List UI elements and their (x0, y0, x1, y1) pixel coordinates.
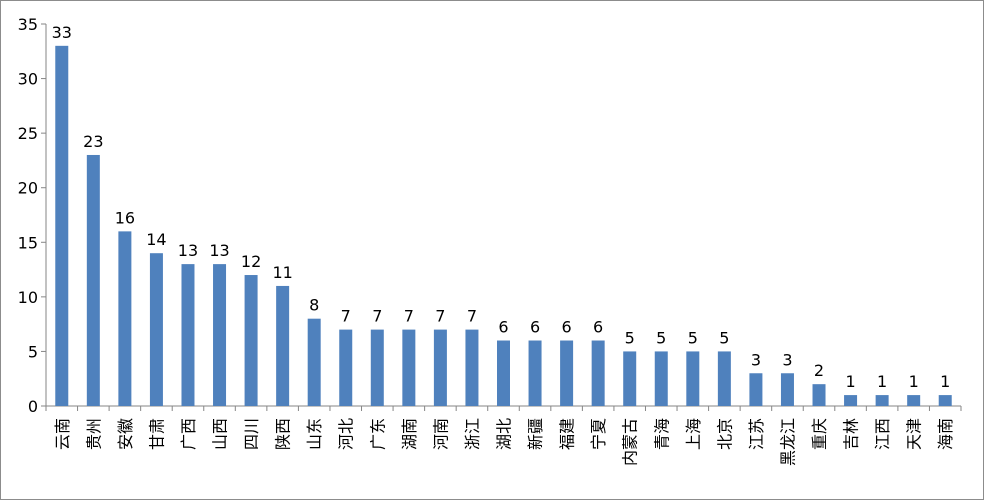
bar (244, 275, 258, 406)
bar (433, 329, 447, 406)
y-tick-label: 30 (18, 70, 38, 89)
data-label: 12 (241, 252, 261, 271)
bar (307, 318, 321, 406)
data-label: 1 (909, 372, 919, 391)
bar (528, 340, 542, 406)
category-label: 江西 (873, 418, 892, 450)
bar (938, 395, 952, 406)
data-label: 3 (751, 350, 761, 369)
bar (276, 285, 290, 406)
data-label: 7 (341, 307, 351, 326)
data-label: 6 (593, 318, 603, 337)
data-label: 2 (814, 361, 824, 380)
category-label: 天津 (905, 418, 924, 450)
category-label: 浙江 (463, 418, 482, 450)
data-label: 1 (877, 372, 887, 391)
category-label: 福建 (558, 418, 577, 450)
data-label: 6 (530, 318, 540, 337)
bar (749, 373, 763, 406)
category-label: 贵州 (84, 418, 103, 450)
category-label: 江苏 (747, 418, 766, 450)
bar (717, 351, 731, 406)
bar (55, 45, 69, 406)
bar (497, 340, 510, 406)
bar (339, 329, 353, 406)
bar (402, 329, 416, 406)
data-label: 11 (272, 263, 292, 282)
category-label: 海南 (936, 418, 955, 450)
data-label: 23 (83, 132, 103, 151)
bar (370, 329, 384, 406)
category-label: 重庆 (810, 418, 829, 450)
category-label: 安徽 (116, 418, 135, 450)
y-tick-label: 25 (18, 124, 38, 143)
category-label: 上海 (684, 418, 703, 450)
data-label: 7 (404, 307, 414, 326)
category-label: 宁夏 (589, 418, 608, 450)
bar (213, 264, 227, 406)
data-label: 5 (656, 328, 666, 347)
category-label: 河南 (431, 418, 450, 450)
data-label: 8 (309, 296, 319, 315)
category-label: 四川 (242, 418, 261, 450)
category-label: 广西 (179, 418, 198, 450)
category-label: 青海 (652, 418, 671, 450)
category-label: 内蒙古 (621, 418, 640, 466)
y-tick-label: 15 (18, 233, 38, 252)
data-label: 6 (498, 318, 508, 337)
bar (560, 340, 574, 406)
data-label: 1 (940, 372, 950, 391)
bar (686, 351, 700, 406)
category-label: 陕西 (274, 418, 293, 450)
category-label: 甘肃 (147, 418, 166, 450)
category-label: 山东 (305, 418, 324, 450)
data-label: 16 (115, 208, 135, 227)
category-label: 山西 (211, 418, 230, 450)
bar (780, 373, 794, 406)
category-label: 河北 (337, 418, 356, 450)
bar (181, 264, 195, 406)
bar (465, 329, 479, 406)
bar (812, 384, 826, 406)
data-label: 13 (178, 241, 198, 260)
y-tick-label: 10 (18, 288, 38, 307)
bar (907, 395, 921, 406)
data-label: 33 (52, 23, 72, 42)
bar (118, 231, 132, 406)
data-label: 6 (562, 318, 572, 337)
data-label: 5 (719, 328, 729, 347)
category-label: 黑龙江 (778, 418, 797, 466)
data-label: 7 (467, 307, 477, 326)
bar (654, 351, 668, 406)
y-tick-label: 20 (18, 179, 38, 198)
data-label: 5 (625, 328, 635, 347)
data-label: 13 (209, 241, 229, 260)
bar (875, 395, 889, 406)
bar (149, 253, 163, 406)
data-label: 1 (845, 372, 855, 391)
category-label: 广东 (368, 418, 387, 450)
category-label: 新疆 (526, 418, 545, 450)
bar (86, 154, 100, 406)
data-label: 7 (372, 307, 382, 326)
y-tick-label: 5 (28, 342, 38, 361)
bar (623, 351, 637, 406)
data-label: 3 (782, 350, 792, 369)
bar (844, 395, 858, 406)
data-label: 14 (146, 230, 166, 249)
category-label: 云南 (53, 418, 72, 450)
y-tick-label: 0 (28, 397, 38, 416)
data-label: 5 (688, 328, 698, 347)
category-label: 湖北 (495, 418, 514, 450)
data-label: 7 (435, 307, 445, 326)
bar (591, 340, 605, 406)
category-label: 湖南 (400, 418, 419, 450)
y-tick-label: 35 (18, 15, 38, 34)
category-label: 北京 (715, 418, 734, 450)
category-label: 吉林 (842, 418, 861, 450)
